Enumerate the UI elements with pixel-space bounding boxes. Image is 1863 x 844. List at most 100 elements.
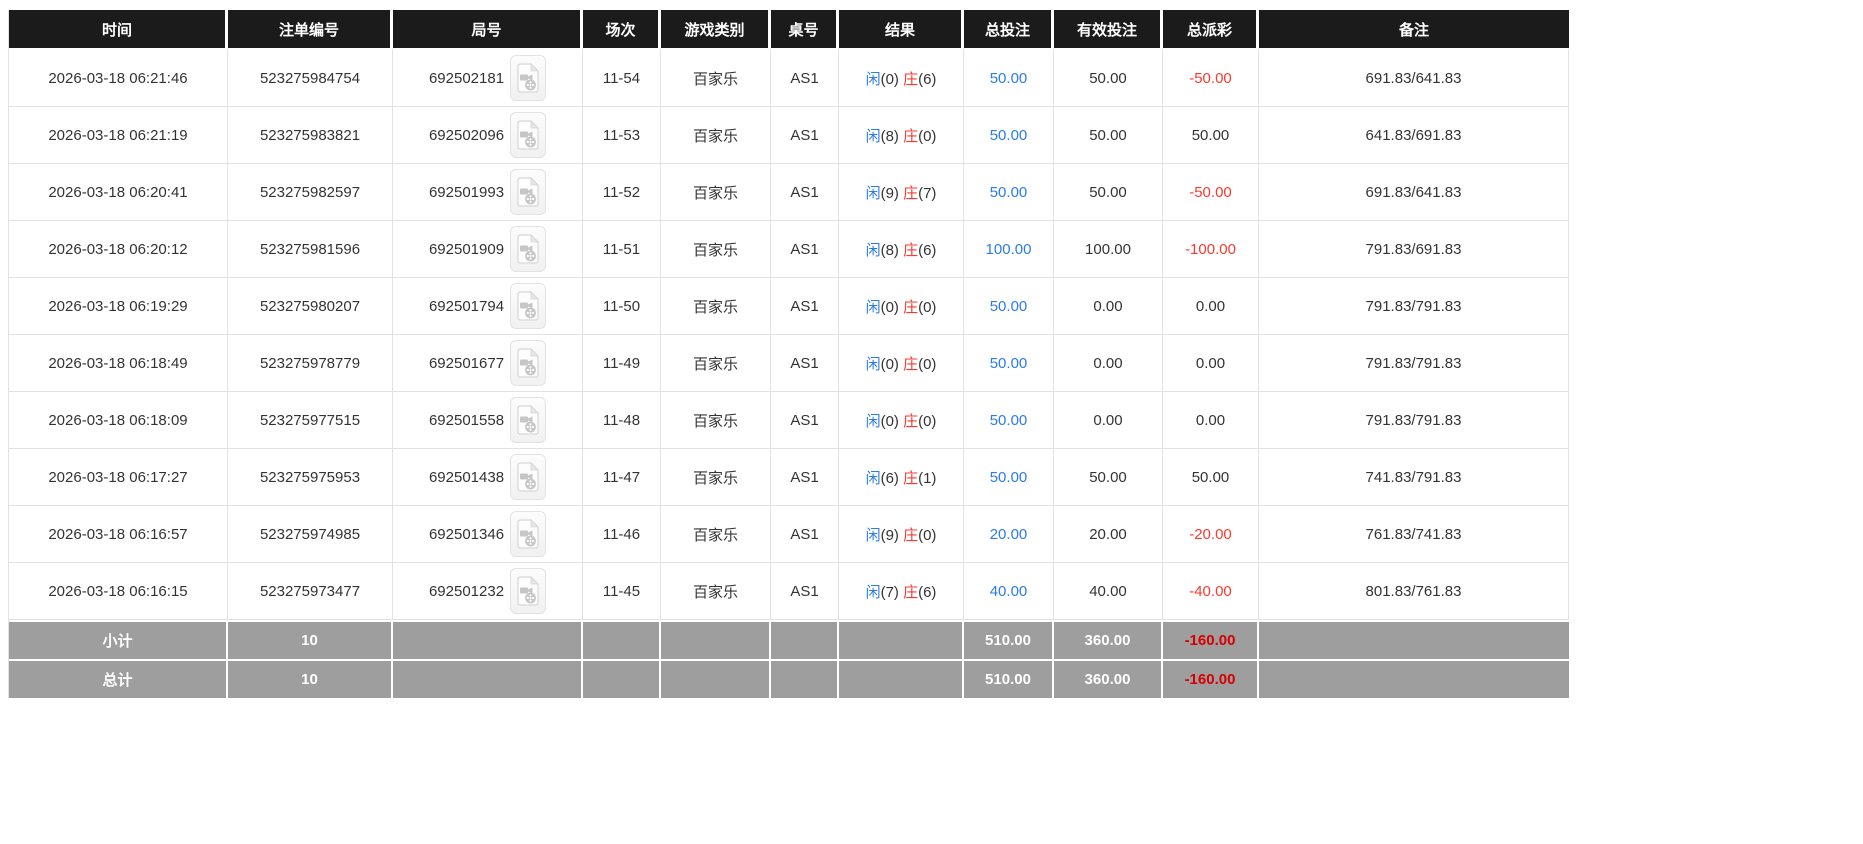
cell-bet-no: 523275981596 [228,221,393,278]
player-score: (8) [880,241,904,259]
payout-value: 50.00 [1191,468,1230,486]
cell-bet-no: 523275978779 [228,335,393,392]
player-label: 闲 [865,298,881,316]
footer-payout: -160.00 [1163,620,1259,659]
video-file-icon[interactable] [510,226,547,272]
betting-records-table: 时间 注单编号 局号 场次 游戏类别 桌号 结果 总投注 有效投注 总派彩 备注 2026-03-1… [8,10,1569,698]
cell-remark: 791.83/791.83 [1259,278,1569,335]
video-file-icon[interactable] [510,454,547,500]
video-file-icon[interactable] [510,112,547,158]
payout-value: 50.00 [1191,126,1230,144]
cell-total-bet: 50.00 [964,48,1054,107]
player-score: (0) [880,298,904,316]
player-label: 闲 [865,412,881,430]
cell-remark: 791.83/791.83 [1259,392,1569,449]
cell-game-type: 百家乐 [661,278,771,335]
table-no-value: AS1 [790,411,819,429]
footer-empty-table [771,659,839,698]
cell-round-no: 692501438 [393,449,583,506]
cell-game-type: 百家乐 [661,48,771,107]
cell-round-no: 692501909 [393,221,583,278]
total-bet-value: 50.00 [989,183,1028,201]
total-bet-value: 50.00 [989,411,1028,429]
video-file-icon[interactable] [510,511,547,557]
banker-score: (0) [918,526,937,544]
cell-game-type: 百家乐 [661,506,771,563]
cell-table-no: AS1 [771,107,839,164]
total-bet-value: 50.00 [989,354,1028,372]
footer-total-bet: 510.00 [964,620,1054,659]
cell-game-type: 百家乐 [661,221,771,278]
cell-time: 2026-03-18 06:16:57 [9,506,228,563]
bet-no-value: 523275982597 [259,183,361,201]
banker-score: (0) [918,298,937,316]
grandtotal-row: 总计 10 510.00 360.00 -160.00 [9,659,1569,698]
cell-table-no: AS1 [771,506,839,563]
time-value: 2026-03-18 06:18:09 [48,411,188,429]
valid-bet-value: 0.00 [1093,297,1123,315]
column-header-session: 场次 [583,10,661,48]
cell-game-type: 百家乐 [661,164,771,221]
cell-round-no: 692501232 [393,563,583,620]
video-file-icon[interactable] [510,397,547,443]
player-label: 闲 [865,355,881,373]
payout-value: -40.00 [1189,582,1232,600]
player-score: (0) [880,355,904,373]
session-value: 11-48 [602,411,641,429]
time-value: 2026-03-18 06:21:19 [48,126,188,144]
cell-payout: 0.00 [1163,278,1259,335]
cell-round-no: 692501558 [393,392,583,449]
footer-empty-remark [1259,659,1569,698]
cell-valid-bet: 50.00 [1054,449,1163,506]
cell-remark: 641.83/691.83 [1259,107,1569,164]
video-file-icon[interactable] [510,568,547,614]
session-value: 11-53 [602,126,641,144]
cell-payout: -50.00 [1163,48,1259,107]
cell-session: 11-45 [583,563,661,620]
table-no-value: AS1 [790,69,819,87]
round-cell-inner: 692502096 [428,112,547,158]
cell-table-no: AS1 [771,278,839,335]
time-value: 2026-03-18 06:19:29 [48,297,188,315]
column-header-total-bet: 总投注 [964,10,1054,48]
cell-valid-bet: 0.00 [1054,278,1163,335]
cell-bet-no: 523275984754 [228,48,393,107]
cell-session: 11-49 [583,335,661,392]
remark-value: 761.83/741.83 [1365,525,1462,543]
cell-session: 11-53 [583,107,661,164]
table-no-value: AS1 [790,240,819,258]
footer-total-bet: 510.00 [964,659,1054,698]
banker-label: 庄 [903,469,919,487]
table-row: 2026-03-18 06:20:12 523275981596 692501909… [9,221,1569,278]
cell-valid-bet: 50.00 [1054,48,1163,107]
round-no-value: 692502096 [428,126,505,144]
payout-value: -50.00 [1189,69,1232,87]
banker-score: (6) [918,241,937,259]
bet-no-value: 523275980207 [259,297,361,315]
video-file-icon[interactable] [510,283,547,329]
video-file-icon[interactable] [510,169,547,215]
time-value: 2026-03-18 06:16:15 [48,582,188,600]
round-no-value: 692501232 [428,582,505,600]
cell-valid-bet: 0.00 [1054,335,1163,392]
cell-bet-no: 523275977515 [228,392,393,449]
cell-bet-no: 523275975953 [228,449,393,506]
player-score: (6) [880,469,904,487]
table-no-value: AS1 [790,183,819,201]
column-header-table-no: 桌号 [771,10,839,48]
game-type-value: 百家乐 [692,526,738,544]
payout-value: 0.00 [1195,354,1226,372]
footer-label: 总计 [9,659,228,698]
video-file-icon[interactable] [510,55,547,101]
header-row: 时间 注单编号 局号 场次 游戏类别 桌号 结果 总投注 有效投注 总派彩 备注 [9,10,1569,48]
remark-value: 801.83/761.83 [1365,582,1462,600]
cell-result: 闲(9) 庄(0) [839,506,964,563]
cell-total-bet: 50.00 [964,392,1054,449]
round-cell-inner: 692501232 [428,568,547,614]
time-value: 2026-03-18 06:21:46 [48,69,188,87]
cell-time: 2026-03-18 06:20:12 [9,221,228,278]
round-no-value: 692501794 [428,297,505,315]
video-file-icon[interactable] [510,340,547,386]
remark-value: 641.83/691.83 [1365,126,1462,144]
payout-value: 0.00 [1195,297,1226,315]
